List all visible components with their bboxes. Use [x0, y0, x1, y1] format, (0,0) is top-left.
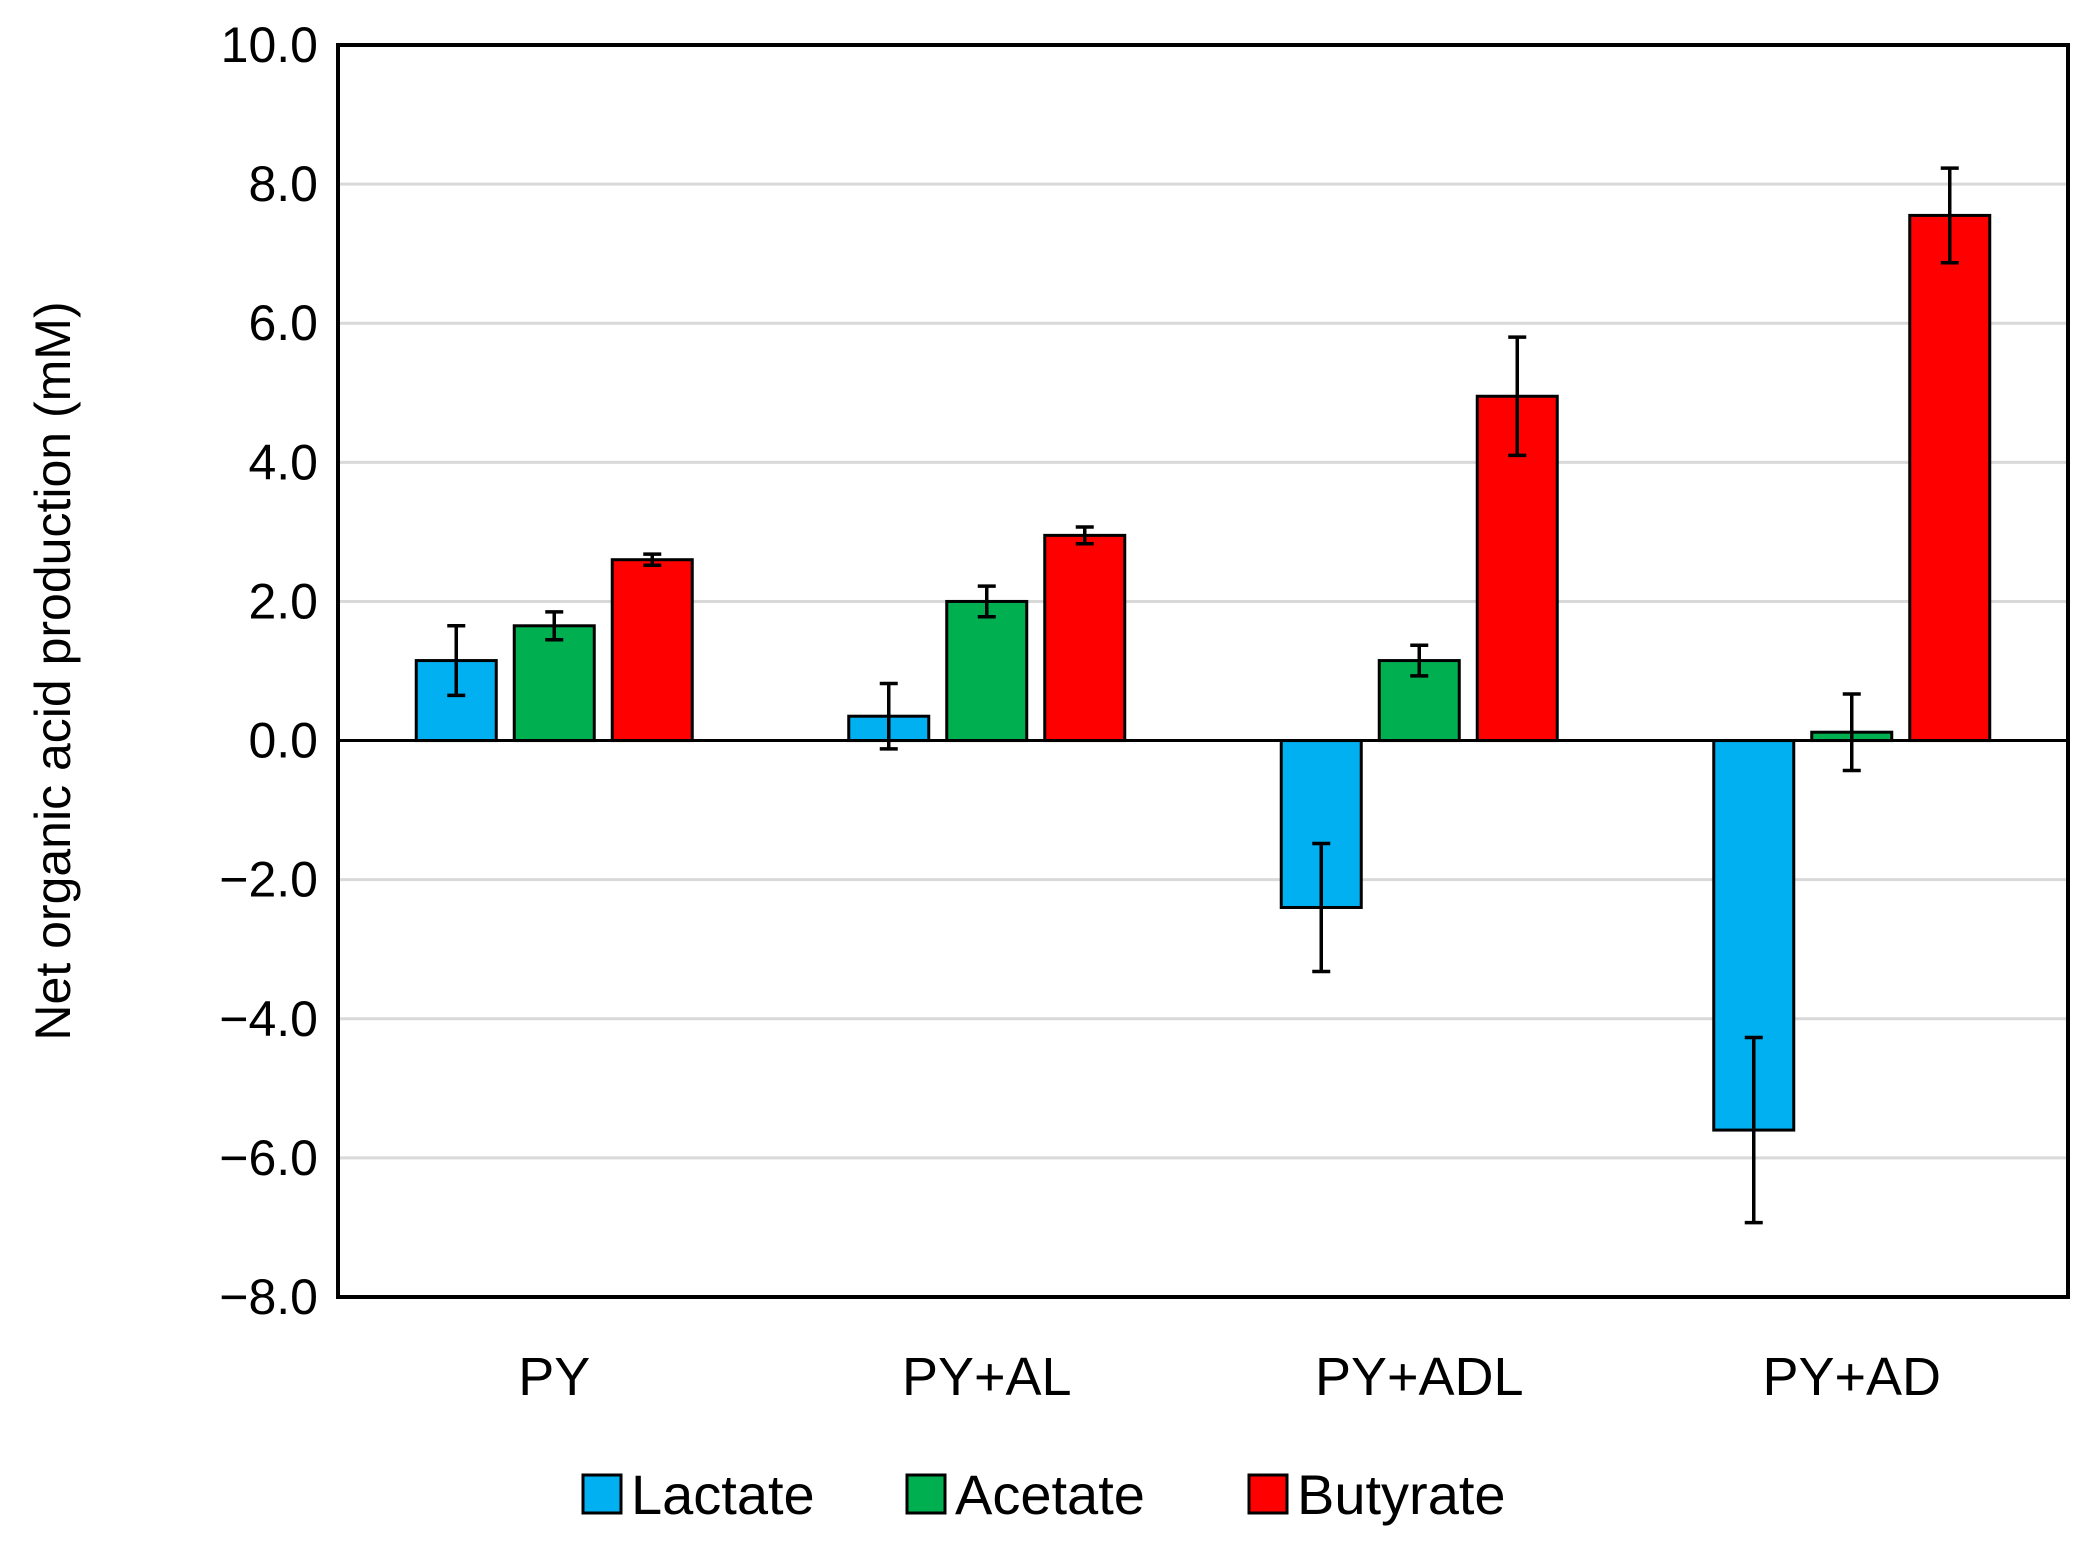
y-axis-ticks: −8.0 −6.0 −4.0 −2.0 0.0 2.0 4.0 6.0 8.0 10.0	[219, 17, 318, 1325]
y-tick-label: 2.0	[248, 573, 318, 629]
legend-label: Lactate	[631, 1463, 815, 1526]
y-tick-label: 6.0	[248, 295, 318, 351]
x-category-label: PY+AD	[1762, 1347, 1941, 1407]
bar-butyrate-py	[610, 558, 694, 743]
bar-series	[414, 213, 1992, 1132]
x-category-label: PY+AL	[902, 1347, 1072, 1407]
y-tick-label: 0.0	[248, 713, 318, 769]
legend-swatch	[905, 1473, 947, 1515]
legend-item-acetate: Acetate	[905, 1463, 1145, 1526]
legend-swatch	[1247, 1473, 1289, 1515]
error-bar	[977, 584, 996, 619]
error-bar	[1842, 692, 1861, 773]
bar-butyrate-py-al	[1043, 533, 1127, 743]
y-tick-label: −4.0	[219, 991, 318, 1047]
legend-swatch	[581, 1473, 623, 1515]
error-bar	[1940, 166, 1959, 265]
x-axis-categories: PY PY+AL PY+ADL PY+AD	[518, 1347, 1941, 1407]
error-bar	[1312, 841, 1331, 974]
legend: Lactate Acetate Butyrate	[581, 1463, 1506, 1526]
bar-acetate-py	[512, 624, 596, 743]
y-tick-label: −6.0	[219, 1130, 318, 1186]
y-tick-label: −2.0	[219, 852, 318, 908]
y-tick-label: −8.0	[219, 1269, 318, 1325]
error-bar	[1075, 525, 1094, 546]
x-category-label: PY	[518, 1347, 590, 1407]
legend-item-lactate: Lactate	[581, 1463, 815, 1526]
error-bar	[1508, 335, 1527, 458]
error-bar	[879, 681, 898, 751]
gridlines	[338, 182, 2068, 1160]
error-bar	[643, 552, 662, 568]
legend-item-butyrate: Butyrate	[1247, 1463, 1506, 1526]
y-tick-label: 10.0	[221, 17, 318, 73]
x-category-label: PY+ADL	[1315, 1347, 1524, 1407]
plot-area-frame	[336, 43, 2070, 1299]
y-tick-label: 4.0	[248, 434, 318, 490]
error-bar	[1410, 643, 1429, 678]
bar-butyrate-py-ad	[1908, 213, 1992, 743]
bar-acetate-py-al	[945, 599, 1029, 743]
y-axis-label: Net organic acid production (mM)	[25, 301, 81, 1040]
legend-label: Acetate	[955, 1463, 1145, 1526]
error-bar	[447, 624, 466, 698]
legend-label: Butyrate	[1297, 1463, 1506, 1526]
y-tick-label: 8.0	[248, 156, 318, 212]
error-bar	[545, 610, 564, 642]
error-bars	[447, 166, 1959, 1225]
error-bar	[1744, 1035, 1763, 1225]
